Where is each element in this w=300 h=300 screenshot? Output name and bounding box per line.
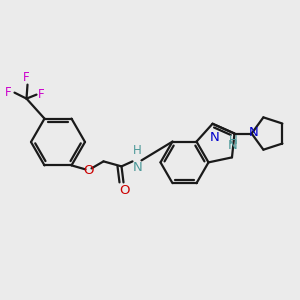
Text: H: H — [133, 144, 142, 158]
Text: H: H — [229, 134, 237, 147]
Text: F: F — [23, 70, 30, 84]
Text: N: N — [133, 161, 142, 174]
Text: N: N — [249, 126, 258, 139]
Text: N: N — [210, 131, 219, 144]
Text: O: O — [119, 184, 130, 197]
Text: O: O — [83, 164, 94, 177]
Text: F: F — [38, 88, 44, 101]
Text: F: F — [5, 86, 11, 99]
Text: N: N — [228, 140, 238, 152]
